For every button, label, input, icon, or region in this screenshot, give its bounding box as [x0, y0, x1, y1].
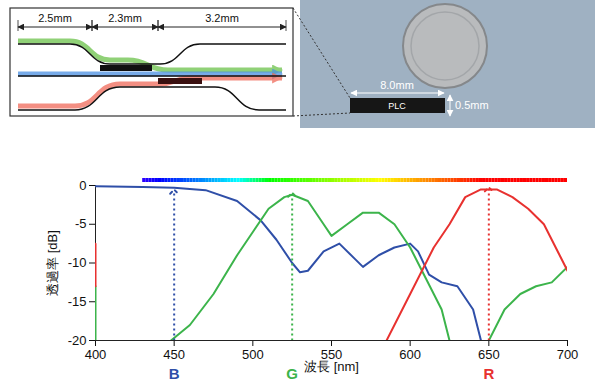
svg-text:700: 700: [557, 347, 579, 362]
svg-text:-10: -10: [68, 255, 87, 270]
svg-text:-5: -5: [75, 216, 87, 231]
svg-text:0: 0: [79, 178, 86, 193]
svg-text:650: 650: [478, 347, 500, 362]
svg-text:-15: -15: [68, 294, 87, 309]
svg-text:550: 550: [320, 346, 343, 362]
svg-text:400: 400: [85, 347, 107, 362]
svg-text:PLC: PLC: [388, 101, 406, 111]
svg-text:G: G: [286, 365, 298, 382]
svg-text:波長 [nm]: 波長 [nm]: [304, 359, 359, 374]
svg-text:450: 450: [163, 347, 185, 362]
svg-text:R: R: [483, 365, 494, 382]
svg-text:600: 600: [399, 347, 421, 362]
svg-text:2.5mm: 2.5mm: [38, 12, 72, 24]
svg-text:3.2mm: 3.2mm: [205, 12, 239, 24]
svg-text:透過率 [dB]: 透過率 [dB]: [45, 230, 60, 296]
svg-text:2.3mm: 2.3mm: [108, 12, 142, 24]
svg-text:-20: -20: [68, 333, 87, 348]
svg-text:0.5mm: 0.5mm: [455, 99, 489, 111]
svg-text:B: B: [169, 365, 180, 382]
svg-text:500: 500: [242, 347, 264, 362]
svg-text:8.0mm: 8.0mm: [380, 79, 414, 91]
